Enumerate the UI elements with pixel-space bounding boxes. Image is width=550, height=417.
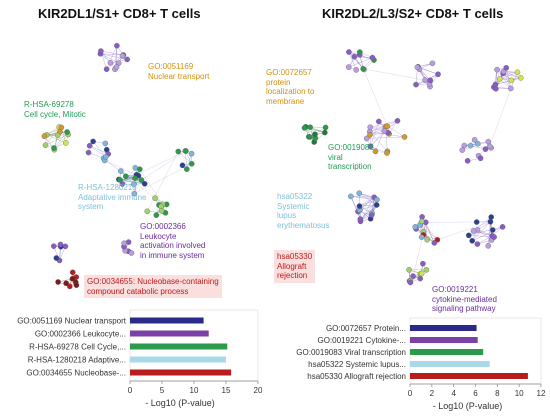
category-label: hsa05322 Systemic lupus... [308, 360, 406, 369]
annotation-go0019221: GO:0019221 cytokine-mediated signaling p… [432, 285, 497, 313]
left-network-graph [41, 42, 195, 290]
annotation-hsa05330: hsa05330 Allograft rejection [274, 250, 316, 283]
category-label: R-HSA-69278 Cell Cycle,... [29, 343, 126, 352]
x-tick-label: 5 [160, 386, 165, 395]
x-tick-label: 4 [451, 389, 456, 398]
x-tick-label: 12 [537, 389, 546, 398]
annotation-go0002366: GO:0002366 Leukocyte activation involved… [140, 222, 206, 260]
x-tick-label: 10 [515, 389, 524, 398]
bar [410, 373, 528, 379]
x-tick-label: 6 [473, 389, 478, 398]
annotation-hsa05322: hsa05322 Systemic lupus erythematosus [277, 192, 330, 230]
category-label: GO:0051169 Nuclear transport [17, 317, 127, 326]
annotation-go0019083: GO:0019083 viral transcription [328, 143, 374, 171]
x-tick-label: 8 [495, 389, 500, 398]
left-bar-chart: GO:0051169 Nuclear transport GO:0002366 L… [17, 309, 263, 408]
annotation-r-hsa-69278: R-HSA-69278 Cell cycle, Mitotic [24, 100, 86, 119]
category-label: GO:0019221 Cytokine-... [318, 336, 407, 345]
category-label: GO:0002366 Leukocyte... [35, 330, 126, 339]
x-tick-label: 15 [222, 386, 231, 395]
x-tick-label: 2 [430, 389, 435, 398]
x-tick-label: 0 [128, 386, 133, 395]
bar [410, 349, 484, 355]
x-tick-label: 10 [190, 386, 199, 395]
category-label: GO:0019083 Viral transcription [296, 348, 406, 357]
bar [130, 330, 209, 337]
annotation-go0072657: GO:0072657 protein localization to membr… [266, 68, 315, 106]
left-panel-title: KIR2DL1/S1+ CD8+ T cells [38, 6, 201, 21]
x-tick-label: 20 [254, 386, 263, 395]
right-network-graph [301, 49, 524, 286]
annotation-go0034655: GO:0034655: Nucleobase-containing compou… [84, 275, 222, 298]
bar [130, 369, 232, 376]
bar [130, 317, 204, 324]
bar [410, 325, 477, 331]
category-label: hsa05330 Allograft rejection [307, 372, 406, 381]
right-panel-title: KIR2DL2/L3/S2+ CD8+ T cells [322, 6, 504, 21]
x-axis-label: - Log10 (P-value) [145, 398, 215, 408]
bar [130, 343, 228, 350]
annotation-r-hsa-1280218: R-HSA-1280218 Adaptative immune system [78, 183, 147, 211]
x-tick-label: 0 [408, 389, 413, 398]
x-axis-label: - Log10 (P-value) [433, 401, 503, 411]
category-label: GO:0072657 Protein... [326, 324, 406, 333]
bar [130, 356, 226, 363]
bar [410, 361, 490, 367]
category-label: GO:0034655 Nucleobase-... [26, 369, 126, 378]
right-bar-chart: GO:0072657 Protein... GO:0019221 Cytokine… [296, 317, 546, 411]
annotation-go0051169: GO:0051169 Nuclear transport [148, 62, 210, 81]
category-label: R-HSA-1280218 Adaptive... [28, 356, 126, 365]
bar [410, 337, 478, 343]
